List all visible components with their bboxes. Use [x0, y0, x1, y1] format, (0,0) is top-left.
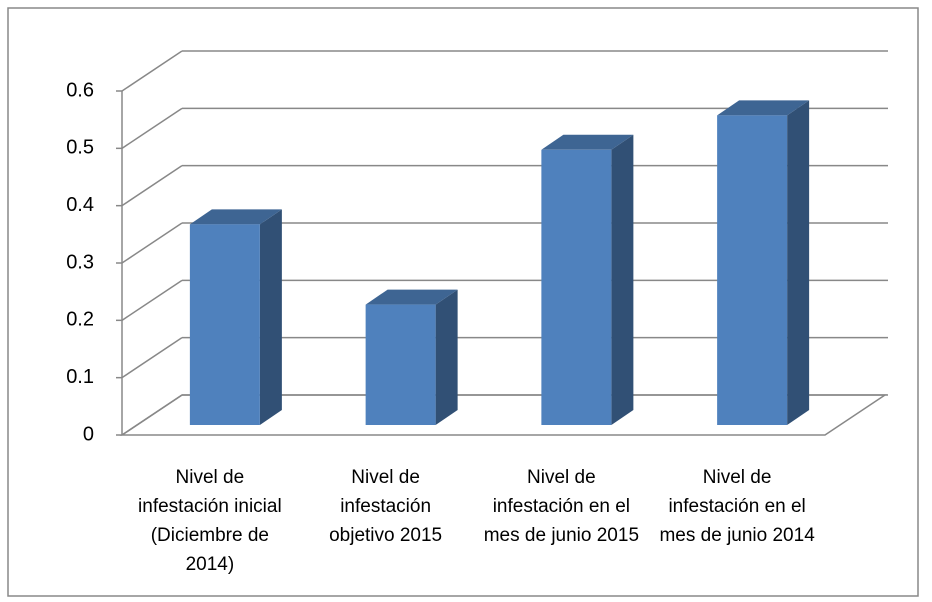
bar — [541, 149, 612, 426]
bar-top — [541, 134, 634, 150]
y-tick-label: 0.3 — [66, 251, 94, 273]
bar-top — [365, 289, 458, 305]
y-tick-label: 0.4 — [66, 194, 94, 216]
x-tick-label: Nivel de infestación inicial (Diciembre … — [138, 467, 282, 575]
grid-line — [121, 279, 183, 321]
y-tick-label: 0.6 — [66, 79, 94, 101]
grid-line — [121, 107, 183, 149]
grid-line — [121, 394, 183, 436]
bar-side — [259, 209, 282, 425]
bar-top — [189, 209, 282, 225]
bar-side — [435, 289, 458, 425]
x-tick-label: Nivel de infestación en el mes de junio … — [659, 467, 815, 546]
y-tick-label: 0.1 — [66, 366, 94, 388]
y-tick-label: 0.2 — [66, 309, 94, 331]
bar — [365, 304, 436, 425]
grid-line — [121, 50, 183, 92]
bar-side — [787, 100, 810, 426]
bar — [189, 224, 260, 425]
y-tick-label: 0.5 — [66, 137, 94, 159]
y-tick-label: 0 — [83, 423, 94, 445]
x-tick-label: Nivel de infestación objetivo 2015 — [329, 467, 443, 546]
bar — [717, 115, 788, 426]
grid-line — [121, 222, 183, 264]
grid-line — [121, 337, 183, 379]
chart-border — [7, 7, 919, 597]
bar-side — [611, 134, 634, 426]
x-tick-label: Nivel de infestación en el mes de junio … — [483, 467, 640, 546]
bar-top — [717, 100, 810, 116]
grid-line — [121, 165, 183, 207]
